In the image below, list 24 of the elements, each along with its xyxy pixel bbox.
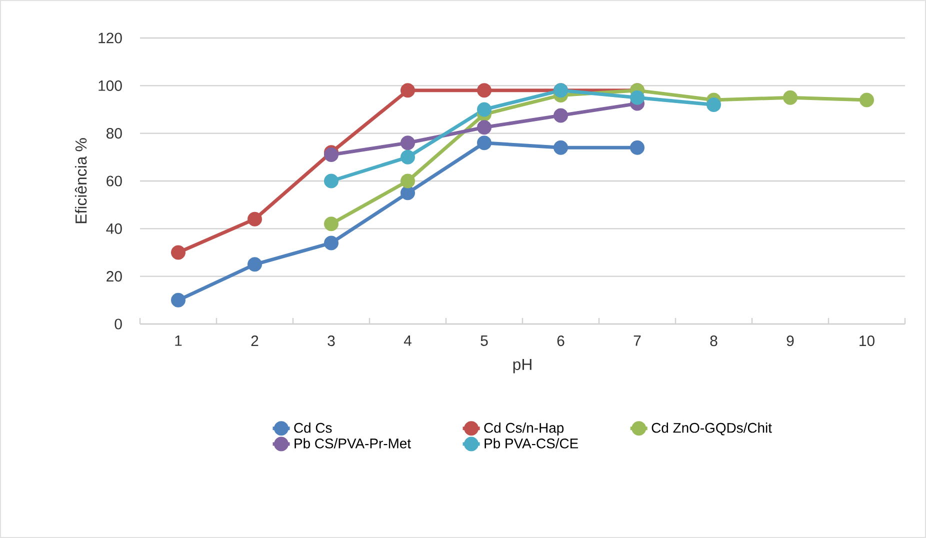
y-axis-title: Eficiência % [74, 138, 87, 224]
x-tick-label: 1 [175, 336, 182, 346]
x-tick-label: 4 [404, 336, 412, 346]
x-tick-label: 10 [860, 336, 874, 346]
legend-label: Pb CS/PVA-Pr-Met [294, 438, 411, 448]
legend-label: Cd ZnO-GQDs/Chit [652, 422, 772, 436]
y-tick-label: 120 [98, 32, 122, 44]
y-tick-label: 40 [106, 223, 122, 234]
x-tick-label: 6 [557, 336, 564, 346]
y-tick-label: 100 [98, 80, 122, 91]
legend-label: Pb PVA-CS/CE [484, 438, 578, 448]
x-tick-label: 9 [786, 336, 794, 346]
y-tick-label: 60 [106, 176, 122, 186]
x-tick-label: 3 [328, 336, 335, 346]
x-tick-label: 8 [710, 336, 718, 346]
y-tick-label: 0 [114, 318, 122, 330]
x-tick-label: 2 [251, 336, 258, 346]
x-axis-title: pH [513, 358, 532, 374]
legend-label: Cd Cs [294, 422, 332, 433]
x-tick-label: 7 [634, 336, 641, 346]
legend-label: Cd Cs/n-Hap [484, 422, 564, 436]
y-tick-label: 20 [106, 271, 122, 282]
y-tick-label: 80 [106, 128, 122, 139]
x-tick-label: 5 [480, 336, 488, 346]
